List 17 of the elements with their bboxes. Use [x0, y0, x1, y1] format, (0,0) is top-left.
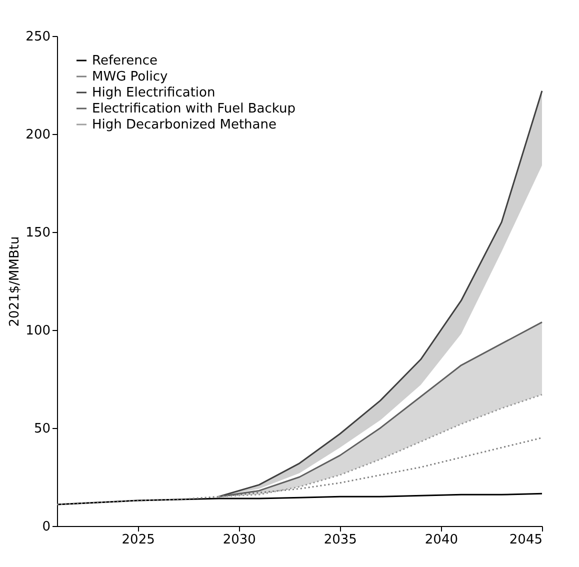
y-tick-label: 200 [26, 128, 50, 142]
y-tick-label: 50 [34, 422, 50, 436]
legend-label: MWG Policy [92, 70, 168, 84]
x-tick-label: 2025 [122, 532, 155, 548]
legend-label: Electrification with Fuel Backup [92, 102, 296, 116]
y-axis-title: 2021$/MMBtu [8, 236, 23, 327]
x-tick-label: 2030 [222, 532, 256, 548]
y-tick-label: 250 [26, 30, 50, 44]
legend-label: Reference [92, 54, 158, 68]
y-tick-label: 0 [42, 520, 50, 534]
legend-label: High Decarbonized Methane [92, 118, 276, 132]
x-tick-label: 2040 [424, 532, 458, 548]
x-tick-label: 2045 [509, 532, 542, 548]
y-tick-label: 100 [26, 324, 50, 338]
y-tick-label: 150 [26, 226, 50, 240]
legend-label: High Electrification [92, 86, 216, 100]
x-tick-label: 2035 [324, 532, 357, 548]
